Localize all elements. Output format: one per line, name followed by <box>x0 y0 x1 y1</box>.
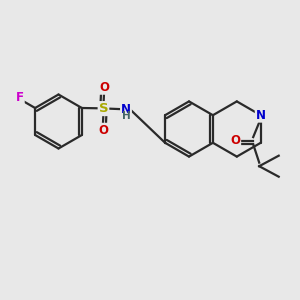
Text: H: H <box>122 111 131 121</box>
Text: O: O <box>98 124 108 137</box>
Text: O: O <box>99 81 109 94</box>
Text: O: O <box>230 134 240 147</box>
Text: N: N <box>256 109 266 122</box>
Text: N: N <box>121 103 131 116</box>
Text: S: S <box>99 102 108 115</box>
Text: F: F <box>16 91 24 103</box>
